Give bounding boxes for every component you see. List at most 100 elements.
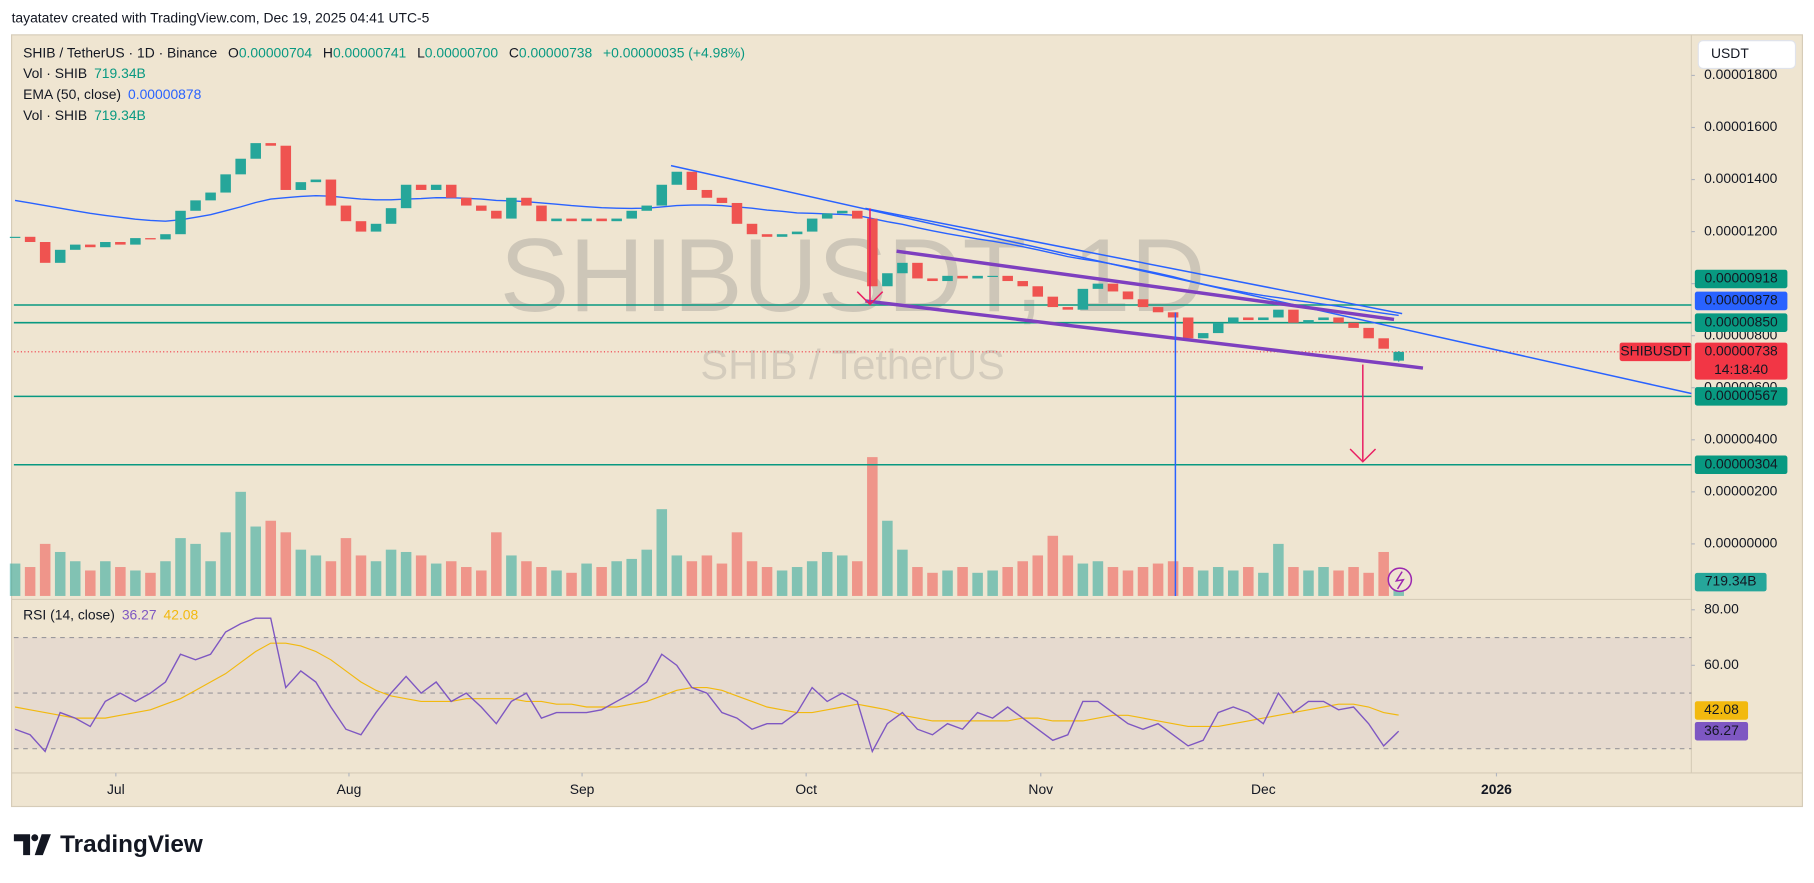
candle-body	[611, 218, 622, 222]
candle-body	[235, 158, 246, 175]
candle-body	[1243, 317, 1254, 321]
candle-body	[325, 179, 337, 206]
volume-value: 719.34B	[94, 107, 146, 123]
volume-bar	[957, 567, 968, 596]
symbol-badge-bg	[1619, 342, 1692, 362]
x-tick-label: Jul	[107, 781, 125, 797]
ema-name: EMA (50, close)	[23, 86, 121, 102]
x-tick-label: Dec	[1251, 781, 1276, 797]
candle-body	[1363, 327, 1374, 339]
candle-body	[1393, 351, 1404, 361]
ema-line	[14, 194, 1399, 317]
volume-bar	[1378, 551, 1389, 596]
candle-body	[1348, 322, 1359, 328]
volume-bar	[1318, 567, 1329, 596]
volume-bar	[385, 549, 397, 596]
channel-line	[865, 299, 1424, 370]
price-layer	[9, 143, 1404, 362]
volume-bar	[130, 570, 141, 596]
candle-body	[731, 202, 743, 224]
candle-body	[1107, 283, 1119, 292]
volume-bar	[806, 561, 818, 596]
volume-bar	[791, 567, 803, 596]
legend-high: 0.00000741	[333, 44, 407, 60]
volume-bar	[115, 567, 126, 596]
candle-body	[942, 275, 953, 282]
volume-bar	[927, 572, 938, 596]
candle-body	[596, 218, 607, 222]
volume-bar	[641, 549, 653, 596]
candle-body	[551, 218, 562, 222]
candle-body	[85, 244, 96, 248]
candle-body	[39, 242, 51, 263]
legend-key: H	[323, 44, 333, 60]
level-badge-bg	[1694, 313, 1788, 332]
candle-body	[791, 231, 803, 235]
volume-bar	[1197, 570, 1209, 596]
trend-line	[670, 164, 1692, 395]
candle-body	[1378, 338, 1389, 349]
symbol-title: SHIB / TetherUS · 1D · Binance	[23, 44, 217, 60]
rsi-tick-label: 60.00	[1704, 656, 1739, 672]
x-tick-label: 2026	[1481, 781, 1512, 797]
currency-label: USDT	[1711, 45, 1749, 61]
currency-button[interactable]	[1697, 40, 1797, 69]
rsi-value: 36.27	[122, 606, 157, 622]
volume-bar	[972, 572, 983, 596]
candle-body	[476, 205, 487, 211]
volume-bar	[836, 555, 848, 596]
volume-bar	[912, 567, 923, 596]
volume-bar	[430, 563, 442, 596]
volume-bar	[596, 567, 607, 596]
volume-bar	[280, 532, 292, 596]
level-badge: 0.00000304	[1704, 455, 1778, 471]
volume-bar	[9, 563, 21, 596]
volume-bar	[581, 563, 592, 596]
legend-row: EMA (50, close) 0.00000878	[23, 86, 201, 102]
volume-bar	[1032, 555, 1044, 596]
arrow-head	[1349, 448, 1377, 463]
rsi-line	[14, 617, 1400, 754]
legend-key: O	[228, 44, 239, 60]
legend-change: +0.00000035 (+4.98%)	[603, 44, 745, 60]
candle-body	[1167, 312, 1179, 318]
rsi-tick-label: 80.00	[1704, 600, 1739, 616]
volume-bar	[54, 551, 66, 596]
candle-body	[821, 213, 833, 219]
volume-bar	[310, 555, 322, 596]
attribution: tayatatev created with TradingView.com, …	[12, 9, 430, 25]
candle-body	[280, 145, 292, 190]
volume-bar	[1062, 555, 1074, 596]
candle-body	[581, 218, 592, 222]
y-tick-label: 0.00001200	[1704, 222, 1778, 238]
volume-bar	[400, 551, 412, 596]
candle-body	[656, 184, 668, 206]
volume-bar	[370, 561, 382, 596]
drawings	[670, 164, 1692, 596]
volume-bar	[1137, 567, 1149, 596]
volume-bar	[626, 558, 637, 596]
volume-bar	[100, 561, 111, 596]
volume-bar	[1212, 567, 1224, 596]
arrow-head	[856, 291, 884, 306]
y-tick-label: 0.00000400	[1704, 430, 1778, 446]
candle-body	[1092, 283, 1104, 289]
volume-bar	[340, 538, 352, 596]
candle-body	[852, 210, 863, 219]
level-badge: 0.00000850	[1704, 313, 1778, 329]
volume-bar	[1152, 563, 1164, 596]
ema-badge-bg	[1694, 291, 1788, 311]
rsi-badge: 36.27	[1704, 722, 1739, 738]
volume-bar	[235, 491, 246, 596]
legend-low: 0.00000700	[425, 44, 499, 60]
volume-bar	[987, 570, 998, 596]
rsi-badge-bg	[1694, 721, 1749, 741]
volume-bar	[521, 561, 532, 596]
candle-body	[145, 238, 156, 240]
y-tick-label: 0.00001400	[1704, 170, 1778, 186]
rsi-ma-line	[14, 642, 1399, 728]
candle-body	[1288, 309, 1299, 323]
volume-bar	[1002, 567, 1013, 596]
volume-value: 719.34B	[94, 65, 146, 81]
candle-body	[100, 242, 111, 248]
